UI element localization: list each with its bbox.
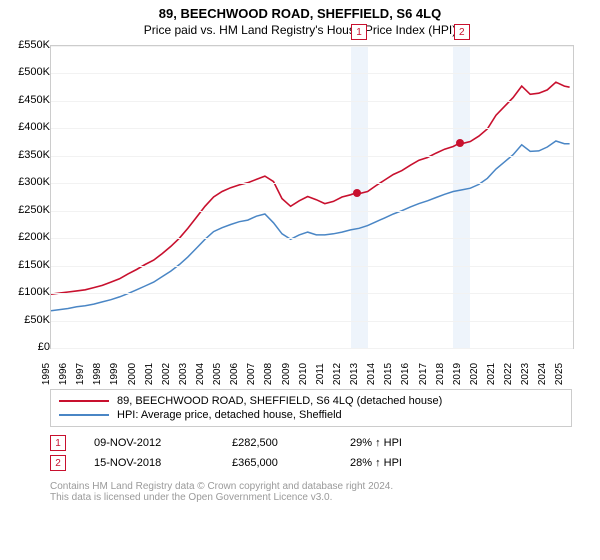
transaction-pct: 28% ↑ HPI <box>350 457 402 469</box>
transaction-badge: 2 <box>50 455 66 471</box>
x-tick: 2003 <box>178 363 196 385</box>
x-tick: 1995 <box>41 363 59 385</box>
x-axis: 1995199619971998199920002001200220032004… <box>50 347 572 383</box>
y-tick: £500K <box>4 66 50 78</box>
x-tick: 2007 <box>246 363 264 385</box>
series-property <box>51 82 570 294</box>
y-tick: £450K <box>4 94 50 106</box>
gridline <box>51 183 573 184</box>
x-tick: 2002 <box>161 363 179 385</box>
marker-1 <box>353 189 361 197</box>
series-hpi <box>51 141 570 311</box>
x-tick: 2001 <box>144 363 162 385</box>
chart-svg <box>51 46 573 348</box>
x-tick: 2015 <box>383 363 401 385</box>
x-tick: 2011 <box>315 363 333 385</box>
x-tick: 2020 <box>469 363 487 385</box>
y-tick: £400K <box>4 121 50 133</box>
gridline <box>51 128 573 129</box>
x-tick: 1997 <box>75 363 93 385</box>
x-tick: 2021 <box>486 363 504 385</box>
transaction-pct: 29% ↑ HPI <box>350 437 402 449</box>
legend-swatch <box>59 414 109 416</box>
x-tick: 2000 <box>127 363 145 385</box>
x-tick: 2014 <box>366 363 384 385</box>
y-tick: £200K <box>4 231 50 243</box>
footer: Contains HM Land Registry data © Crown c… <box>50 481 572 503</box>
x-tick: 2024 <box>537 363 555 385</box>
callout-1: 1 <box>351 24 367 40</box>
footer-line1: Contains HM Land Registry data © Crown c… <box>50 481 572 492</box>
transactions-table: 1 09-NOV-2012 £282,500 29% ↑ HPI 2 15-NOV-201… <box>50 433 572 473</box>
legend-swatch <box>59 400 109 402</box>
x-tick: 2006 <box>229 363 247 385</box>
y-tick: £100K <box>4 286 50 298</box>
y-tick: £150K <box>4 259 50 271</box>
transaction-row-1: 1 09-NOV-2012 £282,500 29% ↑ HPI <box>50 433 572 453</box>
x-tick: 2008 <box>263 363 281 385</box>
x-tick: 2012 <box>332 363 350 385</box>
x-tick: 1996 <box>58 363 76 385</box>
x-tick: 2018 <box>435 363 453 385</box>
x-tick: 2004 <box>195 363 213 385</box>
x-tick: 1999 <box>109 363 127 385</box>
x-tick: 2022 <box>503 363 521 385</box>
legend: 89, BEECHWOOD ROAD, SHEFFIELD, S6 4LQ (d… <box>50 389 572 427</box>
gridline <box>51 73 573 74</box>
x-tick: 2019 <box>452 363 470 385</box>
x-tick: 1998 <box>92 363 110 385</box>
gridline <box>51 266 573 267</box>
gridline <box>51 321 573 322</box>
page-title: 89, BEECHWOOD ROAD, SHEFFIELD, S6 4LQ <box>0 6 600 21</box>
x-tick: 2005 <box>212 363 230 385</box>
x-tick: 2023 <box>520 363 538 385</box>
transaction-badge: 1 <box>50 435 66 451</box>
y-axis: £0£50K£100K£150K£200K£250K£300K£350K£400… <box>0 45 50 347</box>
page-subtitle: Price paid vs. HM Land Registry's House … <box>0 23 600 37</box>
legend-label: HPI: Average price, detached house, Shef… <box>117 409 342 421</box>
y-tick: £0 <box>4 341 50 353</box>
transaction-price: £365,000 <box>232 457 322 469</box>
y-tick: £550K <box>4 39 50 51</box>
gridline <box>51 238 573 239</box>
gridline <box>51 293 573 294</box>
x-tick: 2025 <box>554 363 572 385</box>
gridline <box>51 156 573 157</box>
gridline <box>51 101 573 102</box>
transaction-price: £282,500 <box>232 437 322 449</box>
chart-area: £0 £50K £100K £150K £200K £250K £300K £350K £400… <box>0 45 600 383</box>
x-tick: 2016 <box>400 363 418 385</box>
transaction-row-2: 2 15-NOV-2018 £365,000 28% ↑ HPI <box>50 453 572 473</box>
y-tick: £50K <box>4 314 50 326</box>
legend-label: 89, BEECHWOOD ROAD, SHEFFIELD, S6 4LQ (d… <box>117 395 442 407</box>
plot-area: 12 <box>50 45 574 349</box>
legend-item-property: 89, BEECHWOOD ROAD, SHEFFIELD, S6 4LQ (d… <box>59 394 563 408</box>
transaction-date: 15-NOV-2018 <box>94 457 204 469</box>
footer-line2: This data is licensed under the Open Gov… <box>50 492 572 503</box>
y-tick: £250K <box>4 204 50 216</box>
x-tick: 2010 <box>298 363 316 385</box>
marker-2 <box>456 139 464 147</box>
y-tick: £300K <box>4 176 50 188</box>
x-tick: 2013 <box>349 363 367 385</box>
x-tick: 2009 <box>281 363 299 385</box>
gridline <box>51 46 573 47</box>
transaction-date: 09-NOV-2012 <box>94 437 204 449</box>
gridline <box>51 211 573 212</box>
y-tick: £350K <box>4 149 50 161</box>
callout-2: 2 <box>454 24 470 40</box>
x-tick: 2017 <box>418 363 436 385</box>
legend-item-hpi: HPI: Average price, detached house, Shef… <box>59 408 563 422</box>
